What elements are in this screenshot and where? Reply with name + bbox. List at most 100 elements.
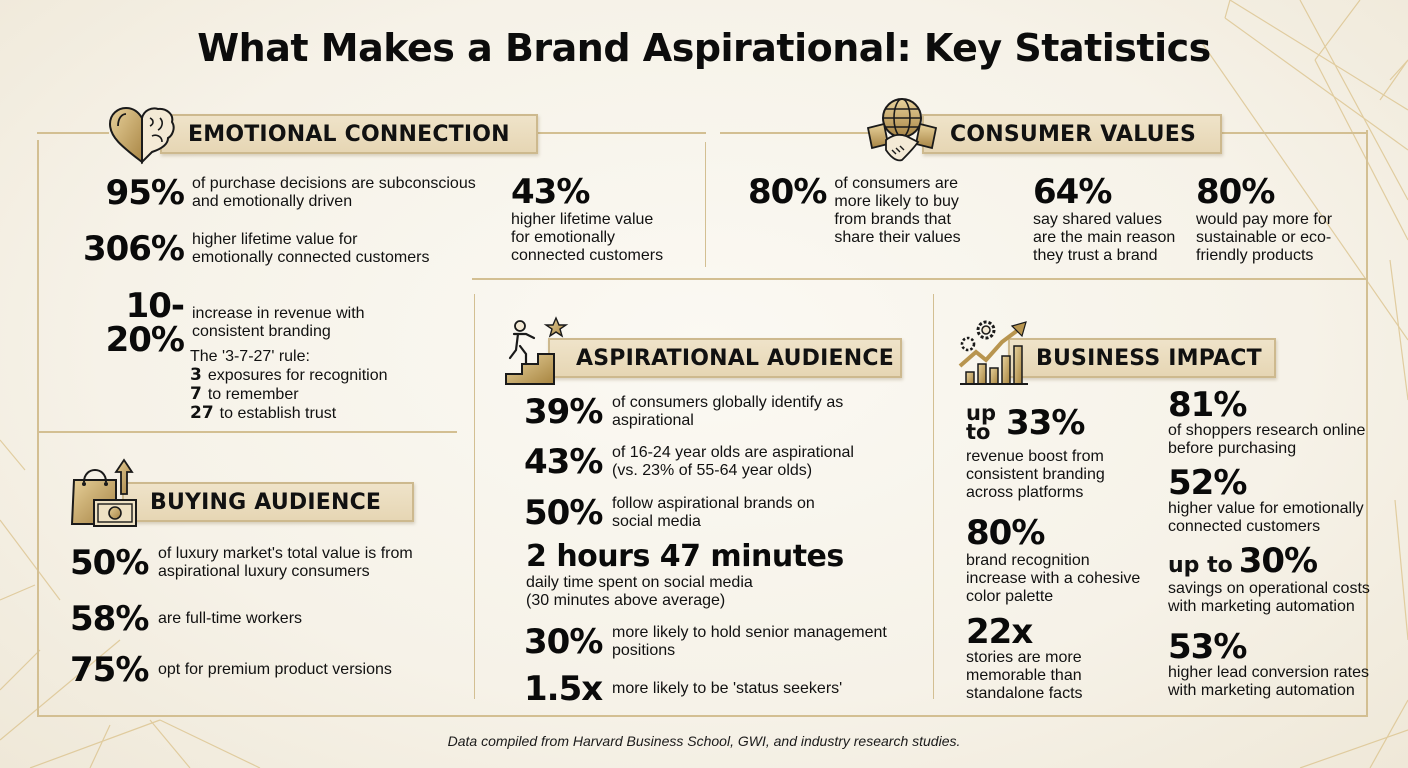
stat-description: higher value for emotionally connected c… xyxy=(1168,500,1364,535)
stat-description: follow aspirational brands on social med… xyxy=(612,495,815,530)
stat-value: 43% xyxy=(524,442,603,482)
stat-description: of 16-24 year olds are aspirational (vs.… xyxy=(612,444,854,479)
stat-value: 81% xyxy=(1168,385,1247,425)
stat-value: 10-20% xyxy=(105,286,185,360)
frame-top-right-2 xyxy=(1220,132,1368,134)
stat-30-percent-senior: 30% more likely to hold senior managemen… xyxy=(524,624,887,660)
stat-value: 33% xyxy=(1006,403,1085,443)
stat-value: 75% xyxy=(70,650,149,690)
heart-brain-icon xyxy=(108,106,175,165)
stat-value: 64% xyxy=(1033,172,1112,212)
stat-22x-stories: 22x stories are more memorable than stan… xyxy=(966,615,1083,703)
frame-right-outer xyxy=(1366,130,1368,717)
stat-description: of consumers are more likely to buy from… xyxy=(834,175,961,246)
section-heading-business-impact: BUSINESS IMPACT xyxy=(1008,338,1276,378)
stat-value: 95% xyxy=(105,173,185,213)
stat-50-percent-follow: 50% follow aspirational brands on social… xyxy=(524,495,815,531)
rule-item: 27 to establish trust xyxy=(190,403,337,423)
stat-value: 80% xyxy=(966,513,1045,553)
stat-10-20-percent: 10-20% increase in revenue with consiste… xyxy=(50,289,365,357)
rule-item: 7 to remember xyxy=(190,384,299,404)
shopping-bag-money-icon xyxy=(70,458,137,527)
stat-description: daily time spent on social media (30 min… xyxy=(526,574,753,609)
stat-description: of luxury market's total value is from a… xyxy=(158,545,413,580)
heading-text: CONSUMER VALUES xyxy=(950,121,1197,147)
divider-vertical-left xyxy=(474,294,475,699)
stat-43-percent-lifetime: 43% higher lifetime value for emotionall… xyxy=(511,175,663,265)
stat-value: 43% xyxy=(511,172,590,212)
divider-vertical-right xyxy=(933,294,934,699)
stat-81-percent: 81% of shoppers research online before p… xyxy=(1168,388,1365,458)
stat-description: savings on operational costs with market… xyxy=(1168,580,1370,615)
stat-80-percent-sustainable: 80% would pay more for sustainable or ec… xyxy=(1196,175,1332,265)
stat-43-percent-young: 43% of 16-24 year olds are aspirational … xyxy=(524,444,854,480)
stat-description: higher lead conversion rates with market… xyxy=(1168,664,1370,699)
source-footnote: Data compiled from Harvard Business Scho… xyxy=(447,733,961,749)
stat-value: 2 hours 47 minutes xyxy=(526,539,844,574)
stat-306-percent: 306% higher lifetime value for emotional… xyxy=(50,229,430,269)
stat-value: 53% xyxy=(1168,627,1247,667)
stat-75-percent: 75% opt for premium product versions xyxy=(70,653,392,687)
stat-value: 50% xyxy=(70,543,149,583)
stat-value: 50% xyxy=(524,493,603,533)
rule-item: 3 exposures for recognition xyxy=(190,365,388,385)
section-heading-buying-audience: BUYING AUDIENCE xyxy=(122,482,414,522)
divider-horizontal-left xyxy=(37,431,457,433)
frame-bottom-outer xyxy=(37,715,1367,717)
stat-up-to-30-percent: up to 30% savings on operational costs w… xyxy=(1168,544,1370,616)
heading-text: ASPIRATIONAL AUDIENCE xyxy=(576,345,894,371)
frame-top-right xyxy=(720,132,870,134)
rule-3-7-27: The '3-7-27' rule: 3 exposures for recogn… xyxy=(190,348,388,423)
frame-top-left-2 xyxy=(536,132,706,134)
stat-description: say shared values are the main reason th… xyxy=(1033,211,1176,264)
heading-text: EMOTIONAL CONNECTION xyxy=(188,121,510,147)
stat-95-percent: 95% of purchase decisions are subconscio… xyxy=(50,175,476,211)
page-title: What Makes a Brand Aspirational: Key Sta… xyxy=(197,26,1211,70)
stat-description: are full-time workers xyxy=(158,610,303,627)
stat-value: 80% xyxy=(1196,172,1275,212)
stat-50-percent-luxury: 50% of luxury market's total value is fr… xyxy=(70,545,413,581)
stat-prefix: up to xyxy=(966,401,996,444)
stat-description: opt for premium product versions xyxy=(158,661,392,678)
stat-80-percent-recognition: 80% brand recognition increase with a co… xyxy=(966,516,1140,606)
heading-text: BUYING AUDIENCE xyxy=(150,489,382,515)
stat-description: higher lifetime value for emotionally co… xyxy=(192,231,430,266)
stat-up-to-33-percent: up to 33% revenue boost from consistent … xyxy=(966,401,1105,502)
stat-description: increase in revenue with consistent bran… xyxy=(192,305,365,340)
stat-53-percent: 53% higher lead conversion rates with ma… xyxy=(1168,630,1369,700)
frame-top-left xyxy=(37,132,109,134)
stat-description: of consumers globally identify as aspira… xyxy=(612,394,844,429)
stat-value: 58% xyxy=(70,599,149,639)
section-heading-aspirational-audience: ASPIRATIONAL AUDIENCE xyxy=(548,338,902,378)
divider-horizontal-mid xyxy=(472,278,1367,280)
stat-description: more likely to hold senior management po… xyxy=(612,624,887,659)
stat-value: 80% xyxy=(748,172,827,212)
globe-handshake-icon xyxy=(866,98,938,162)
stat-prefix: up to xyxy=(1168,553,1233,578)
stat-value: 52% xyxy=(1168,463,1247,503)
stat-2-hours-47-minutes: 2 hours 47 minutes daily time spent on s… xyxy=(526,542,844,610)
stat-value: 22x xyxy=(966,612,1033,652)
stat-description: revenue boost from consistent branding a… xyxy=(966,448,1105,501)
heading-text: BUSINESS IMPACT xyxy=(1036,345,1262,371)
stairs-climb-star-icon xyxy=(505,316,569,385)
stat-description: brand recognition increase with a cohesi… xyxy=(966,552,1141,605)
stat-value: 306% xyxy=(82,229,185,269)
stat-64-percent: 64% say shared values are the main reaso… xyxy=(1033,175,1175,265)
stat-description: of purchase decisions are subconscious a… xyxy=(192,175,476,210)
section-heading-consumer-values: CONSUMER VALUES xyxy=(922,114,1222,154)
stat-value: 39% xyxy=(524,392,603,432)
rule-title: The '3-7-27' rule: xyxy=(190,348,310,365)
stat-description: of shoppers research online before purch… xyxy=(1168,422,1366,457)
stat-description: more likely to be 'status seekers' xyxy=(612,680,843,697)
stat-description: higher lifetime value for emotionally co… xyxy=(511,211,664,264)
stat-80-percent-values: 80% of consumers are more likely to buy … xyxy=(748,175,961,247)
stat-value: 30% xyxy=(1238,541,1318,581)
divider-vertical-top xyxy=(705,142,706,267)
section-heading-emotional-connection: EMOTIONAL CONNECTION xyxy=(160,114,538,154)
frame-left-outer xyxy=(37,140,39,717)
stat-value: 30% xyxy=(524,622,603,662)
stat-58-percent: 58% are full-time workers xyxy=(70,602,302,636)
stat-52-percent: 52% higher value for emotionally connect… xyxy=(1168,466,1364,536)
stat-1-5x-status: 1.5x more likely to be 'status seekers' xyxy=(524,672,842,706)
